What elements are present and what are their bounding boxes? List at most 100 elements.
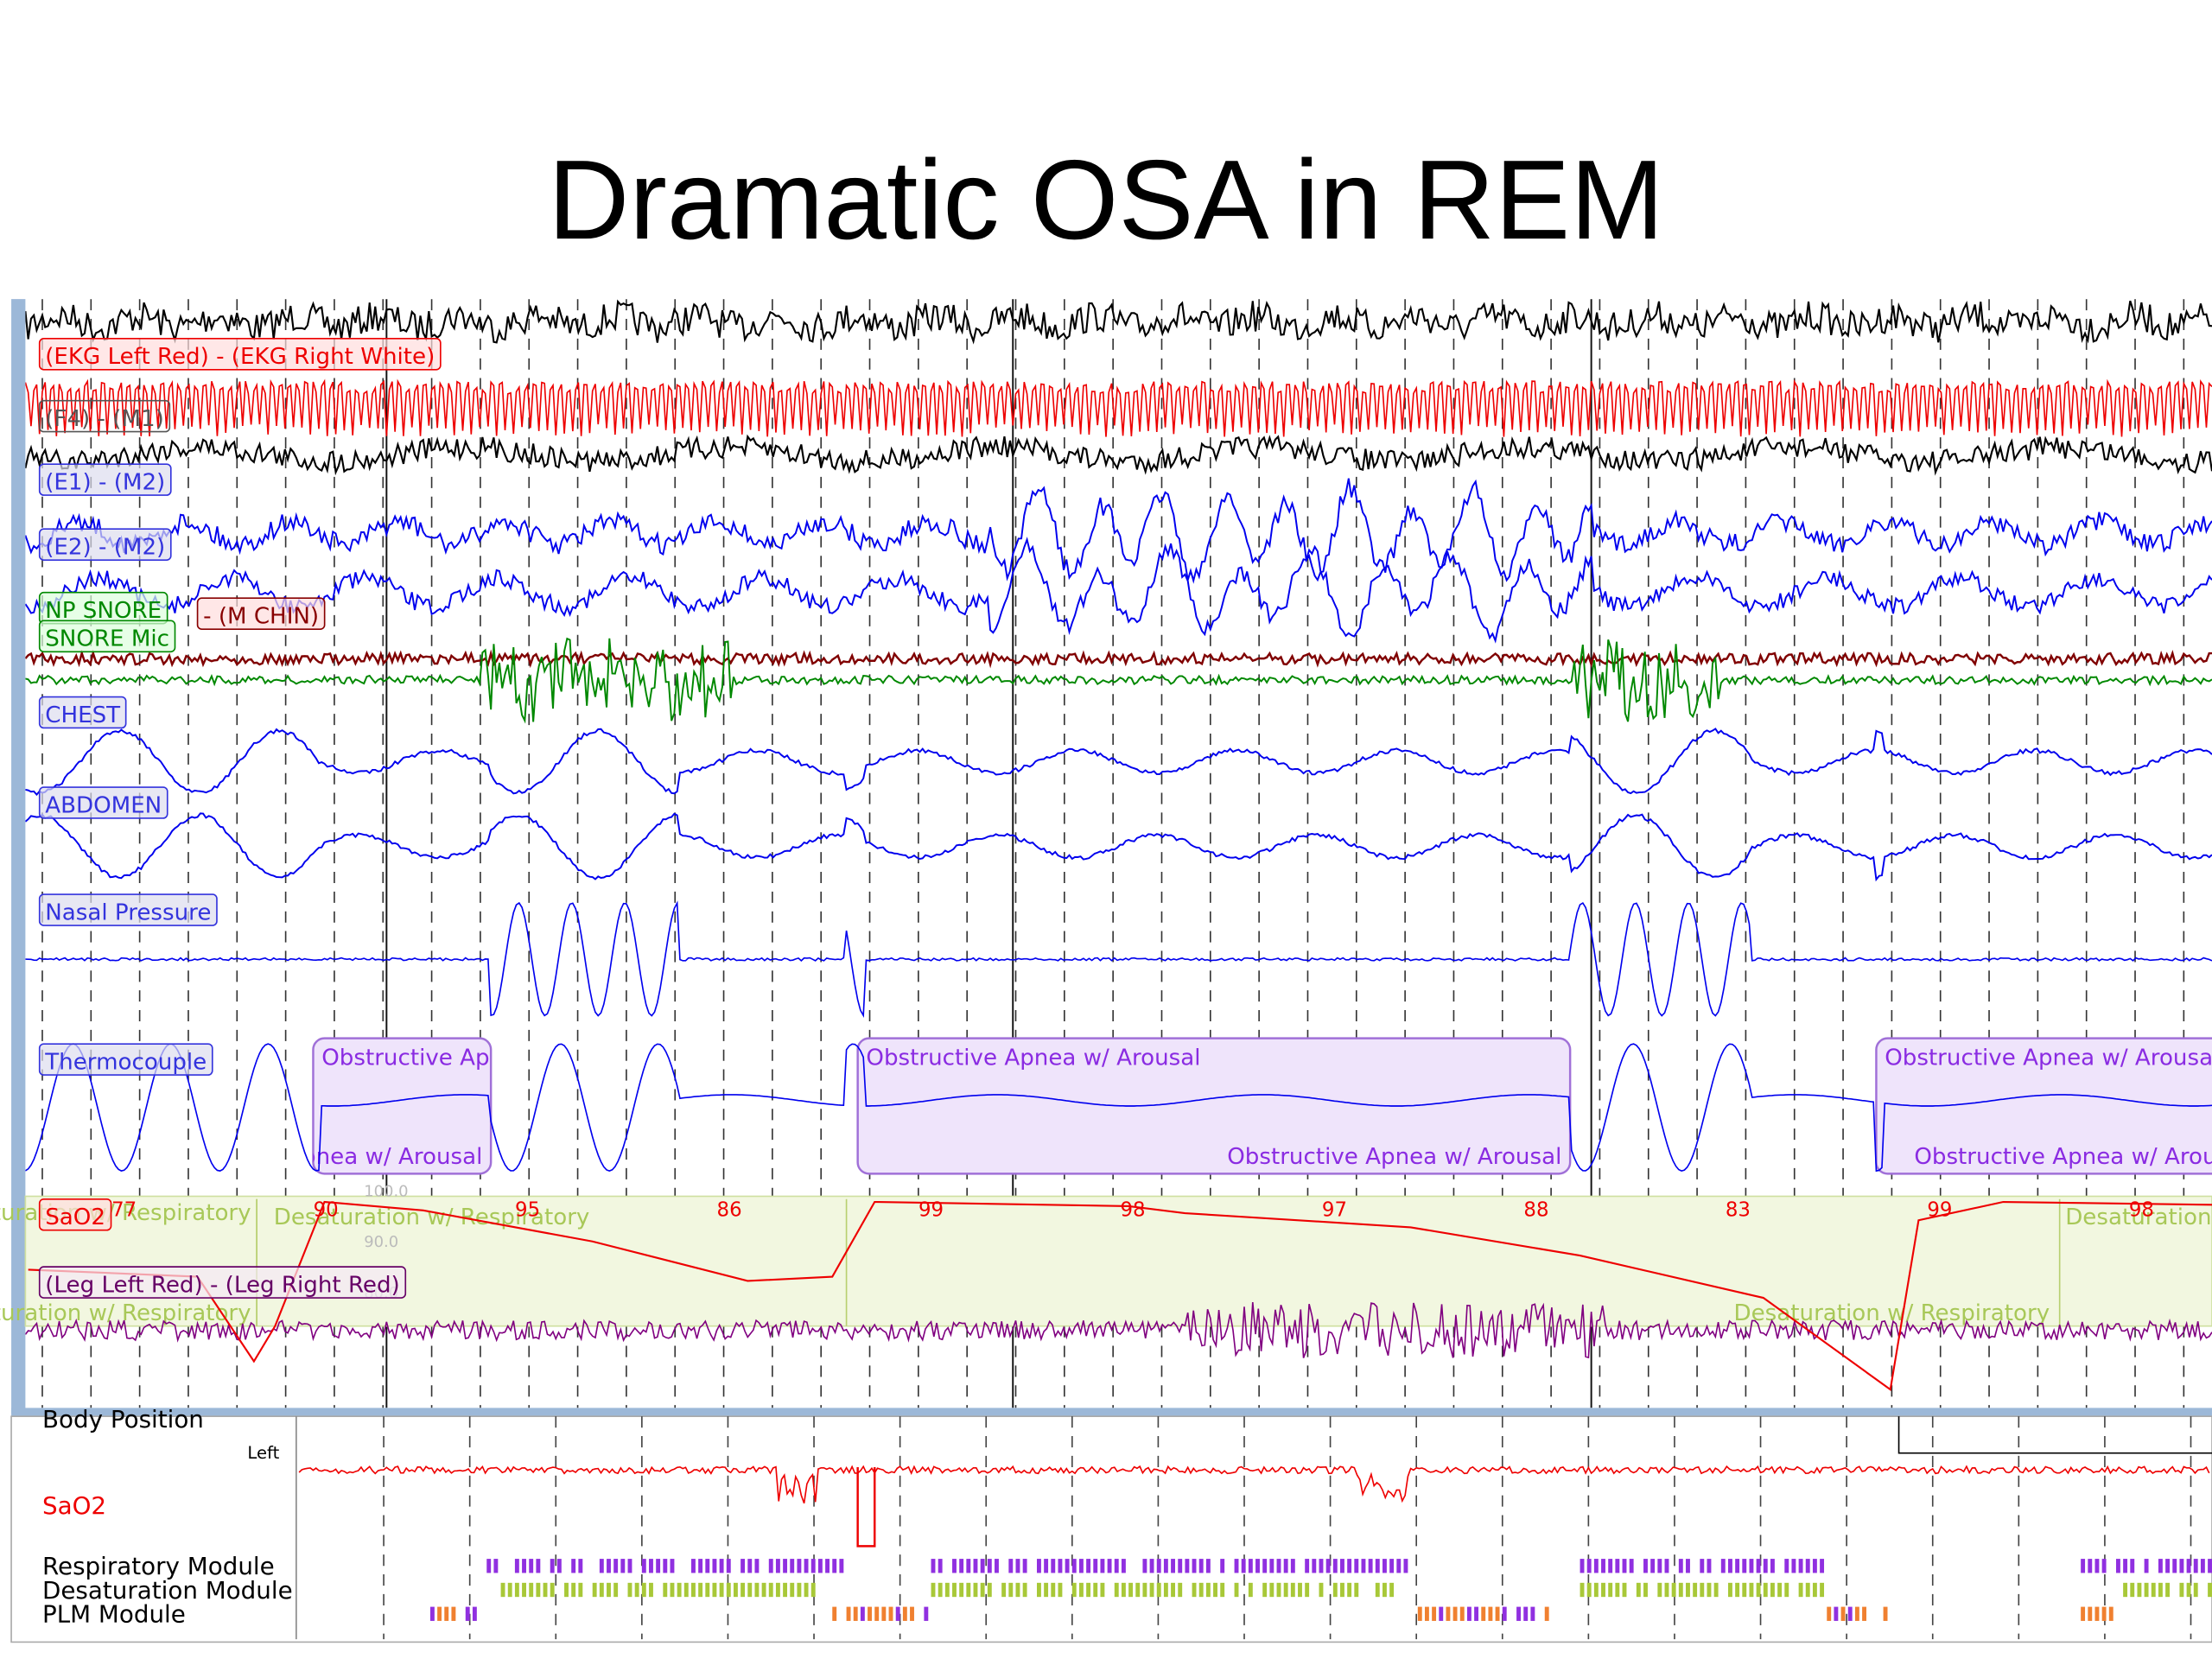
module-mark [1156,1582,1161,1598]
module-mark [1601,1559,1605,1573]
module-mark [1678,1559,1683,1573]
event-box [1875,1037,2212,1175]
module-mark [741,1559,746,1573]
module-mark [910,1606,914,1621]
module-mark [1220,1582,1225,1598]
module-mark [500,1582,505,1598]
module-mark [1142,1582,1147,1598]
module-mark [1121,1582,1126,1598]
module-mark [995,1559,999,1573]
module-mark [592,1582,597,1598]
module-mark [2151,1582,2156,1598]
event-text: Obstructive Apnea w/ Arousal Obstructive … [866,1046,1561,1170]
module-mark [783,1559,788,1573]
module-mark [959,1582,964,1598]
module-mark [2193,1582,2198,1598]
module-mark [1728,1559,1732,1573]
module-mark [1135,1582,1141,1598]
module-mark [1305,1582,1310,1598]
module-mark [2108,1606,2113,1621]
overview-sao2 [856,1466,876,1548]
module-mark [938,1582,943,1598]
module-mark [1820,1559,1825,1573]
channel-label-box [38,528,172,561]
module-mark [1015,1582,1020,1598]
module-mark [810,1559,816,1573]
channel-label: SNORE Mic [45,626,169,652]
module-mark [437,1606,442,1621]
module-mark [1107,1559,1112,1573]
module-mark [627,1582,632,1598]
sao2-value: 83 [1726,1198,1751,1221]
module-mark [1601,1582,1605,1598]
sao2-band [24,1195,2212,1327]
module-mark [514,1582,519,1598]
module-mark [2081,1559,2086,1573]
module-mark [613,1559,619,1573]
sao2-value: 98 [1120,1198,1145,1221]
channel-label-box [38,463,172,496]
module-mark [2179,1559,2184,1573]
module-mark [888,1606,893,1621]
module-mark [2165,1559,2171,1573]
channel-label-box [38,696,127,729]
module-mark [578,1559,583,1573]
module-mark [571,1559,576,1573]
module-mark [1770,1559,1775,1573]
module-mark [1382,1559,1387,1573]
module-mark [1791,1559,1796,1573]
module-mark [754,1559,760,1573]
sao2-value: 77 [111,1198,137,1221]
module-mark [1234,1582,1239,1598]
channel-label-box [196,597,326,630]
module-mark [1241,1559,1246,1573]
module-mark [895,1606,900,1621]
module-mark [1319,1582,1324,1598]
module-mark [536,1582,541,1598]
module-mark [2193,1559,2198,1573]
module-mark [1312,1559,1317,1573]
module-mark [1615,1582,1620,1598]
module-mark [2186,1582,2191,1598]
module-mark [944,1582,950,1598]
module-mark [1580,1582,1585,1598]
sao2-value: 86 [717,1198,742,1221]
module-mark [1276,1559,1281,1573]
module-mark [1058,1559,1063,1573]
module-mark [1608,1559,1613,1573]
module-mark [1742,1559,1747,1573]
module-mark [1340,1582,1344,1598]
module-mark [1071,1582,1077,1598]
module-mark [1205,1559,1211,1573]
event-box [856,1037,1572,1175]
module-mark [1763,1559,1768,1573]
module-mark [1262,1582,1268,1598]
module-mark [754,1582,760,1598]
window-border [11,299,26,1414]
desat-label: Desaturation w/ Respiratory [274,1205,590,1230]
module-mark [741,1582,746,1598]
module-mark [1502,1606,1507,1621]
module-mark [2144,1559,2149,1573]
module-mark [641,1559,646,1573]
module-mark [1008,1559,1014,1573]
module-mark [1093,1559,1098,1573]
module-mark [1114,1582,1119,1598]
module-mark [1439,1606,1444,1621]
desat-label: Desaturation w/ Respiratory [1734,1300,2050,1326]
signal-trace [25,299,2212,345]
signal-trace [25,1302,2212,1359]
module-mark [839,1559,844,1573]
module-mark [804,1582,809,1598]
channel-label: (EKG Left Red) - (EKG Right White) [45,344,435,370]
channel-label-box [38,893,218,926]
module-mark [2123,1582,2128,1598]
channel-label-box [38,620,176,653]
overview-label: Body Position [42,1405,204,1433]
module-mark [1269,1582,1274,1598]
module-mark [2088,1606,2093,1621]
module-mark [1622,1559,1627,1573]
module-mark [1205,1582,1211,1598]
module-mark [1128,1582,1134,1598]
